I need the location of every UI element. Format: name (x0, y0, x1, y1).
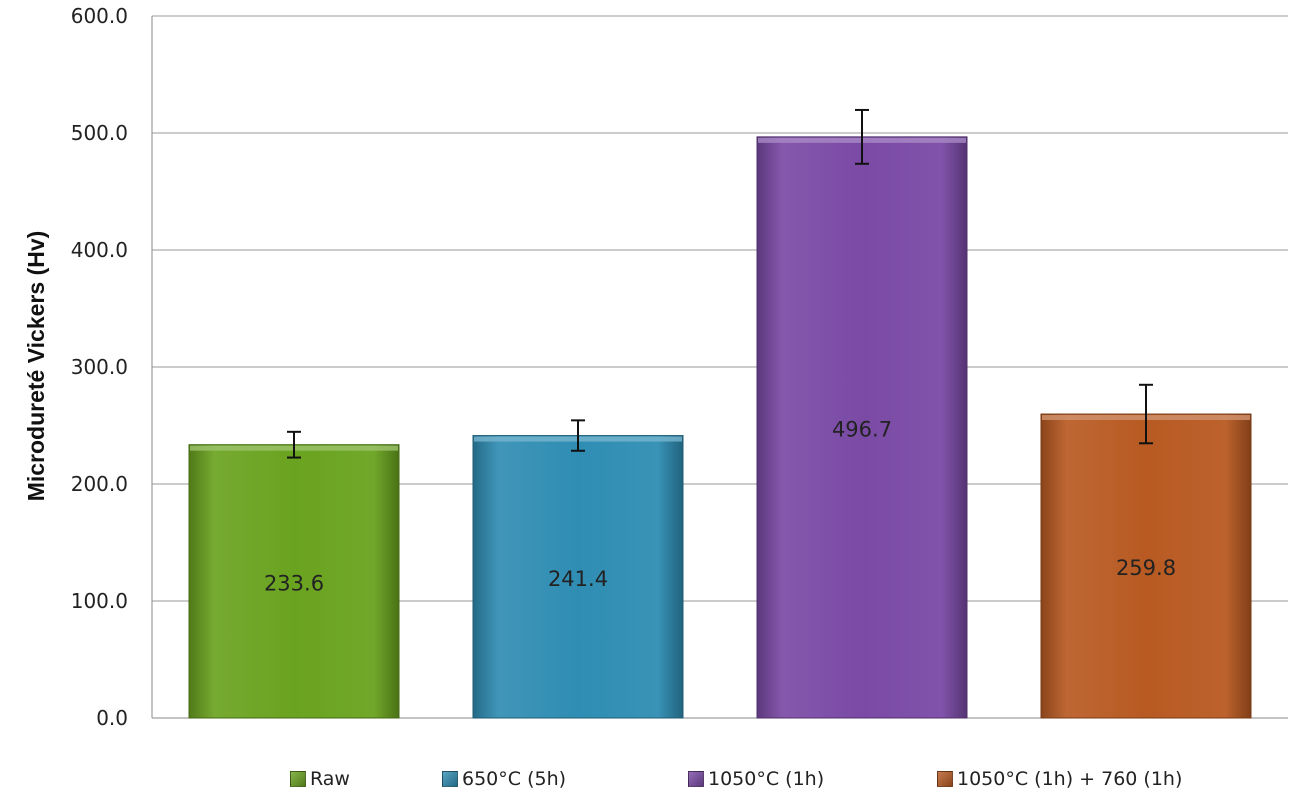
data-label-2: 241.4 (548, 567, 608, 591)
error-bar-4 (1139, 383, 1153, 445)
y-tick-label: 500.0 (71, 121, 128, 145)
legend-item-2: 650°C (5h) (442, 768, 566, 790)
y-tick-label: 0.0 (96, 706, 128, 730)
error-bar-2 (571, 419, 585, 452)
legend-label: 1050°C (1h) (708, 768, 825, 790)
legend-swatch (290, 771, 306, 787)
legend-label: Raw (310, 768, 350, 790)
data-label-3: 496.7 (832, 417, 892, 441)
bar-4 (1040, 413, 1252, 719)
y-tick-label: 600.0 (71, 4, 128, 28)
legend-item-4: 1050°C (1h) + 760 (1h) (937, 768, 1182, 790)
bar-3 (756, 136, 968, 719)
legend-item-3: 1050°C (1h) (688, 768, 824, 790)
y-tick-label: 300.0 (71, 355, 128, 379)
data-label-4: 259.8 (1116, 556, 1176, 580)
y-tick-label: 200.0 (71, 472, 128, 496)
error-bars (287, 108, 1153, 459)
error-bar-1 (287, 430, 301, 459)
legend-label: 1050°C (1h) + 760 (1h) (957, 768, 1183, 790)
bar-1 (188, 444, 400, 719)
legend-swatch (442, 771, 458, 787)
bar-2 (472, 435, 684, 719)
legend-label: 650°C (5h) (462, 768, 567, 790)
y-tick-label: 100.0 (71, 589, 128, 613)
y-tick-label: 400.0 (71, 238, 128, 262)
legend-swatch (937, 771, 953, 787)
bars (188, 136, 1252, 719)
legend-swatch (688, 771, 704, 787)
legend-item-1: Raw (290, 768, 350, 790)
error-bar-3 (855, 108, 869, 165)
y-tick-labels: 0.0 100.0 200.0 300.0 400.0 500.0 600.0 (71, 4, 128, 730)
legend: Raw 650°C (5h) 1050°C (1h) 1050°C (1h) + 76… (0, 760, 1297, 800)
data-label-1: 233.6 (264, 571, 324, 595)
data-labels: 233.6 241.4 496.7 259.8 (264, 417, 1176, 595)
y-axis-label: Microdureté Vickers (Hv) (23, 231, 49, 502)
